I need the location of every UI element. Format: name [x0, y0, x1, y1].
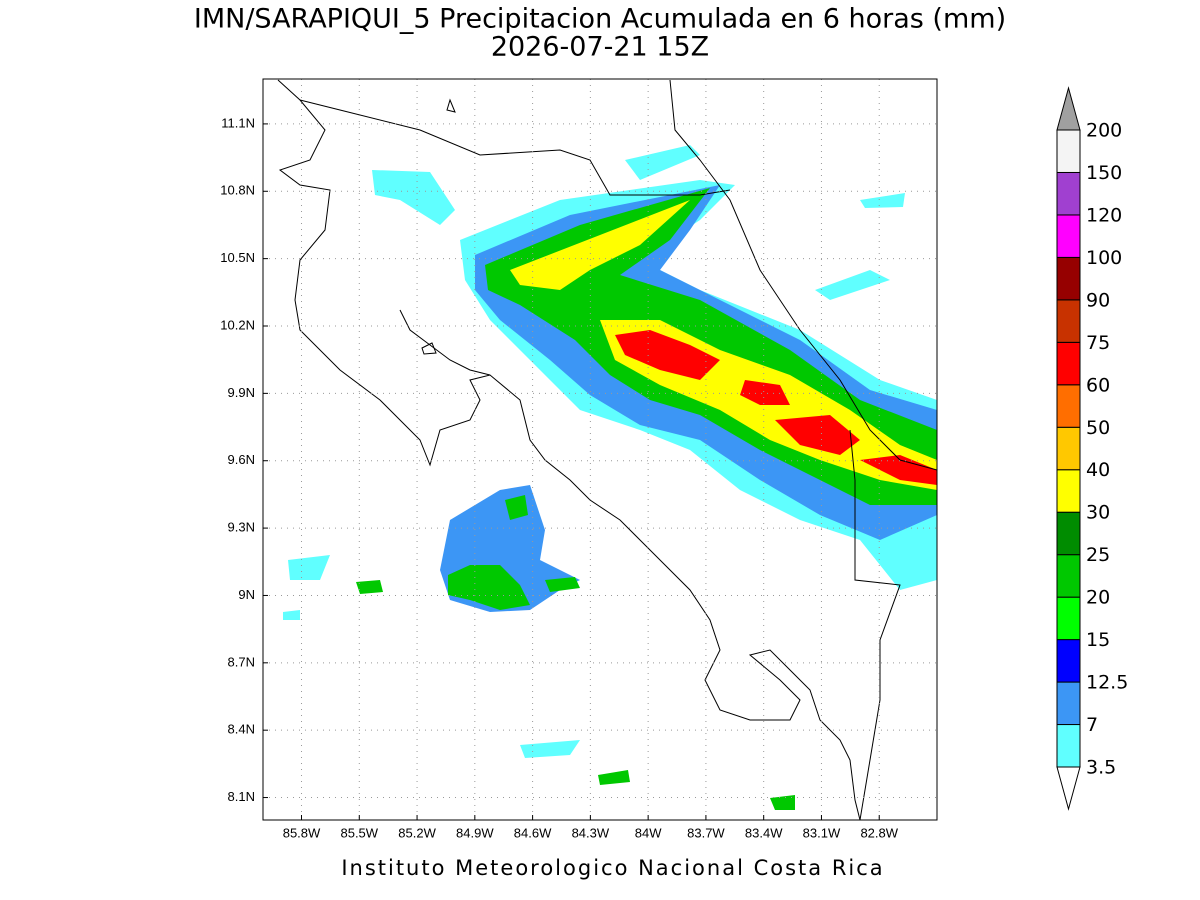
x-tick-label: 84.3W [572, 825, 610, 840]
y-tick-label: 10.8N [220, 183, 255, 198]
colorbar-label: 20 [1086, 587, 1110, 609]
y-tick-label: 8.1N [228, 789, 255, 804]
x-tick-label: 85.2W [398, 825, 436, 840]
x-tick-label: 83.1W [803, 825, 841, 840]
colorbar-label: 100 [1086, 247, 1122, 269]
colorbar-label: 90 [1086, 289, 1110, 311]
y-tick-label: 8.4N [228, 722, 255, 737]
colorbar-box [1056, 171, 1081, 216]
colorbar-box [1056, 129, 1081, 173]
colorbar-box [1056, 299, 1081, 343]
x-tick-label: 83.7W [687, 825, 725, 840]
colorbar-label: 30 [1086, 502, 1110, 524]
colorbar-box [1056, 511, 1081, 556]
colorbar-box [1056, 639, 1081, 683]
colorbar-box [1056, 256, 1081, 301]
x-tick-label: 82.8W [860, 825, 898, 840]
y-tick-label: 11.1N [221, 115, 255, 130]
colorbar-label: 75 [1086, 332, 1110, 354]
colorbar-label: 60 [1086, 374, 1110, 396]
y-tick-label: 9.3N [228, 520, 255, 535]
x-tick-label: 84.9W [456, 825, 494, 840]
colorbar-box [1056, 426, 1081, 471]
x-tick-label: 83.4W [745, 825, 783, 840]
y-tick-label: 10.2N [220, 317, 255, 332]
colorbar-label: 200 [1086, 120, 1122, 142]
x-tick-label: 84W [635, 825, 662, 840]
footer: Instituto Meteorologico Nacional Costa R… [341, 856, 884, 880]
precipitation [283, 145, 937, 810]
map-area [263, 79, 937, 820]
colorbar-box [1056, 681, 1081, 726]
y-tick-label: 9N [238, 587, 255, 602]
colorbar-label: 7 [1086, 714, 1098, 736]
colorbar-box [1056, 469, 1081, 513]
map-frame [262, 78, 938, 821]
colorbar-label: 120 [1086, 204, 1122, 226]
colorbar-box [1056, 554, 1081, 598]
colorbar-label: 150 [1086, 162, 1122, 184]
colorbar-under [1056, 766, 1081, 811]
colorbar-label: 50 [1086, 417, 1110, 439]
colorbar-box [1056, 214, 1081, 258]
y-tick-label: 9.6N [228, 452, 255, 467]
colorbar-box [1056, 384, 1081, 428]
colorbar-label: 25 [1086, 544, 1110, 566]
y-tick-label: 9.9N [228, 385, 255, 400]
subtitle: 2026-07-21 15Z [491, 32, 709, 63]
colorbar-label: 3.5 [1086, 757, 1116, 779]
colorbar-label: 12.5 [1086, 672, 1128, 694]
colorbar-over [1056, 86, 1081, 131]
y-tick-label: 8.7N [228, 654, 255, 669]
colorbar-box [1056, 724, 1081, 768]
x-tick-label: 85.5W [340, 825, 378, 840]
x-tick-label: 85.8W [283, 825, 321, 840]
coastline [277, 79, 937, 820]
colorbar-box [1056, 341, 1081, 386]
y-tick-label: 10.5N [220, 250, 255, 265]
colorbar-label: 40 [1086, 459, 1110, 481]
colorbar-label: 15 [1086, 629, 1110, 651]
title: IMN/SARAPIQUI_5 Precipitacion Acumulada … [194, 4, 1006, 35]
colorbar-box [1056, 596, 1081, 641]
x-tick-label: 84.6W [514, 825, 552, 840]
